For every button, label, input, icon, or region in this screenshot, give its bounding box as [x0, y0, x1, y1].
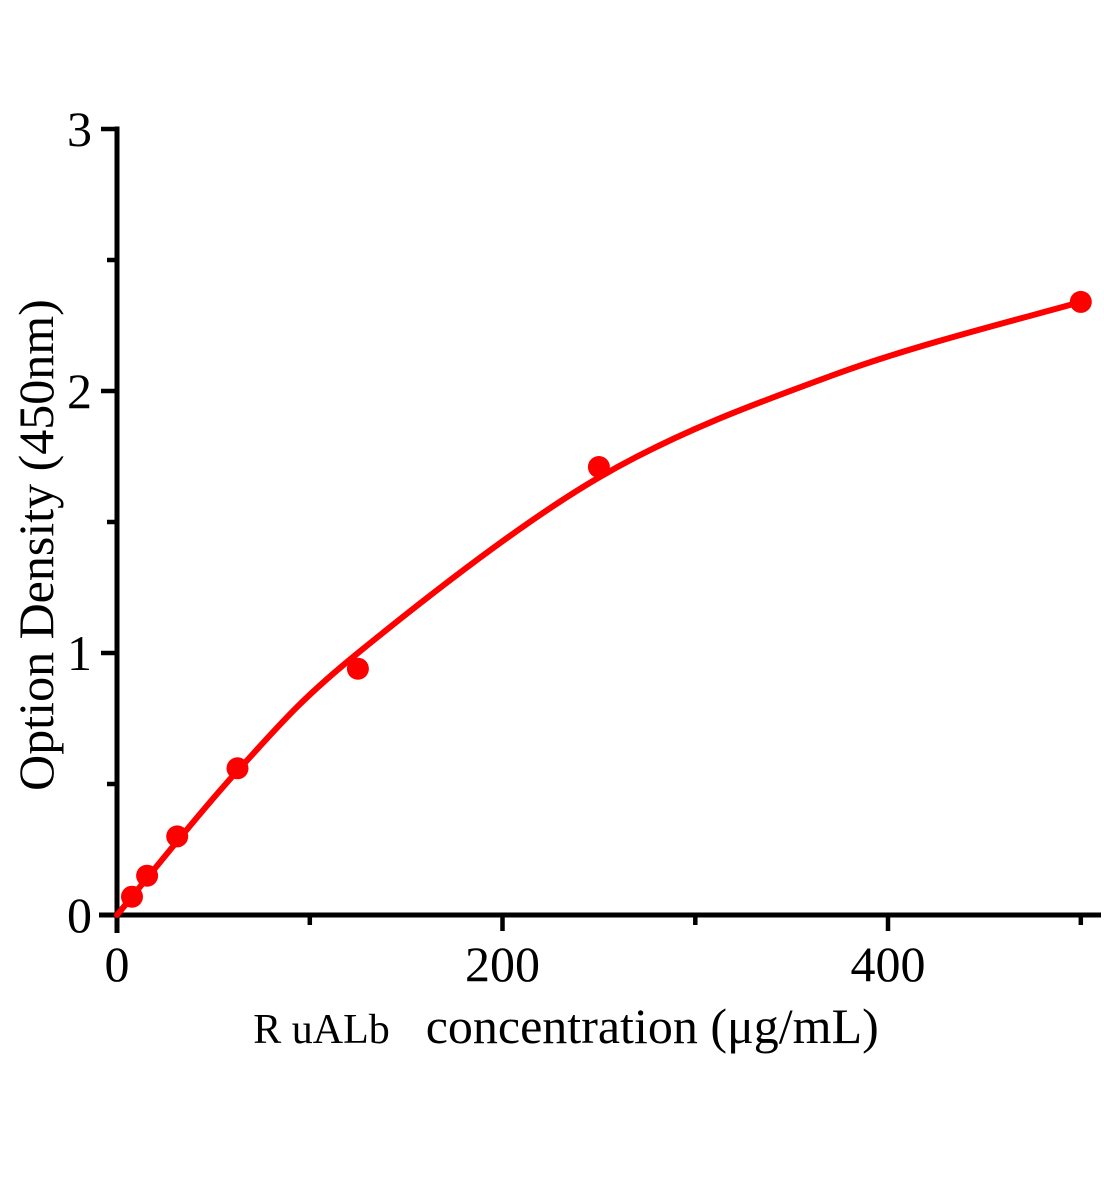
data-point: [1069, 290, 1092, 313]
y-axis-tick-labels: 0 1 2 3: [67, 101, 92, 943]
x-axis-tick-labels: 0 200 400: [105, 936, 926, 992]
y-tick-label: 2: [67, 363, 92, 419]
y-axis-title: Option Density (450nm): [8, 299, 64, 791]
data-point: [346, 657, 369, 680]
x-tick-label: 200: [465, 936, 540, 992]
data-point: [121, 885, 143, 908]
y-tick-label: 3: [67, 101, 92, 157]
y-tick-label: 0: [67, 887, 92, 943]
data-point: [587, 456, 610, 478]
data-point: [136, 864, 159, 887]
trend-curve-line: [114, 298, 1084, 918]
data-point: [166, 825, 189, 848]
data-points: [121, 290, 1092, 908]
y-tick-label: 1: [67, 625, 92, 681]
x-axis-title-unit: concentration (μg/mL): [426, 998, 879, 1054]
data-point: [226, 757, 249, 780]
x-axis-title-sample-name: R uALb: [253, 1007, 390, 1053]
x-tick-label: 400: [851, 936, 926, 992]
x-tick-label: 0: [105, 936, 130, 992]
x-axis-title: R uALb concentration (μg/mL): [253, 998, 879, 1054]
